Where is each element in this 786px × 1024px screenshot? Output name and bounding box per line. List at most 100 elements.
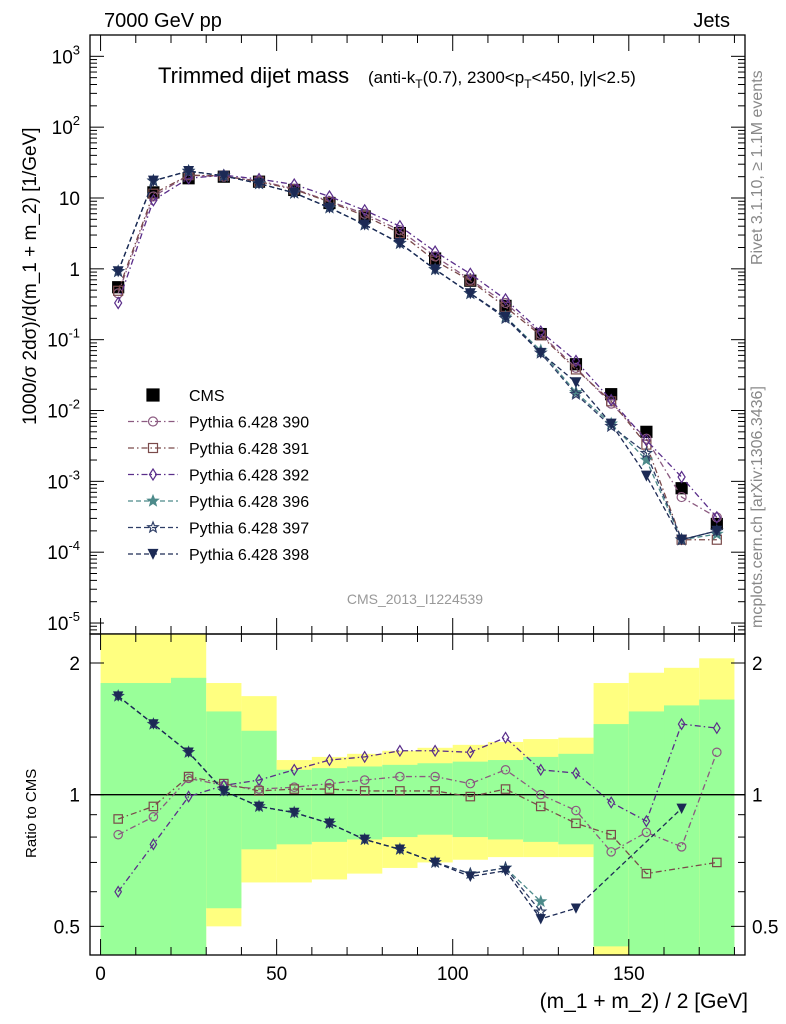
ratio-data-point [289, 807, 300, 819]
x-tick-label: 0 [95, 964, 106, 985]
ratio-data-point [429, 857, 441, 868]
uncertainty-band-green [417, 763, 453, 835]
ratio-data-point [534, 904, 548, 918]
legend-marker [146, 493, 160, 507]
ratio-series-line [117, 752, 718, 853]
main-data-point [149, 193, 158, 207]
x-tick-label: 50 [266, 964, 287, 985]
ratio-data-point [254, 786, 264, 796]
ratio-data-point [431, 744, 440, 758]
ratio-data-point [359, 786, 370, 796]
ratio-data-point [324, 818, 335, 829]
ratio-data-point [712, 721, 721, 735]
main-data-point [536, 324, 545, 339]
main-data-point [113, 285, 124, 296]
main-plot-series [111, 163, 724, 546]
main-plot-frame [89, 34, 746, 635]
ratio-data-point [324, 778, 335, 789]
ratio-data-point [395, 771, 405, 782]
main-data-point [360, 203, 369, 217]
ratio-data-point [430, 786, 440, 796]
main-data-point [183, 165, 195, 177]
legend-marker [147, 416, 159, 427]
ratio-data-point [677, 717, 686, 731]
uncertainty-band-green [100, 683, 171, 955]
legend-label: Pythia 6.428 398 [189, 547, 309, 564]
main-data-point [184, 171, 193, 185]
ratio-data-point [148, 812, 159, 822]
ratio-data-point [572, 766, 580, 780]
ratio-data-point [113, 814, 123, 824]
ratio-data-point [183, 771, 194, 782]
legend-label: Pythia 6.428 391 [189, 441, 309, 458]
uncertainty-band-green [347, 766, 383, 840]
main-data-point [569, 386, 583, 400]
ratio-data-point [255, 773, 263, 787]
ratio-y-tick-label-right: 0.5 [752, 917, 778, 938]
main-data-point [500, 311, 512, 323]
ratio-data-point [641, 827, 652, 838]
ratio-data-point [113, 829, 123, 840]
y-tick-label: 102 [52, 113, 80, 139]
main-data-point [712, 510, 722, 524]
uncertainty-band-green [628, 711, 665, 955]
ratio-data-point [148, 719, 159, 730]
ratio-data-point [395, 744, 404, 758]
main-data-point [606, 393, 616, 407]
ratio-data-point [184, 790, 193, 803]
ratio-data-point [113, 691, 124, 702]
y-tick-label: 10-5 [47, 609, 80, 635]
legend-label: CMS [189, 388, 225, 405]
main-data-point [147, 175, 159, 187]
ratio-data-point [149, 837, 158, 851]
x-tick-label: 100 [437, 964, 469, 985]
ratio-y-tick-label: 0.5 [54, 917, 80, 938]
legend-label: Pythia 6.428 392 [189, 468, 309, 485]
main-data-point [571, 354, 581, 368]
ratio-data-point [606, 847, 616, 857]
ratio-y-tick-label: 2 [69, 654, 80, 675]
main-series-line [117, 174, 718, 518]
x-axis-label: (m_1 + m_2) / 2 [GeV] [540, 990, 748, 1013]
header-right: Jets [693, 10, 730, 32]
main-data-point [676, 491, 687, 503]
main-data-point [570, 364, 582, 375]
main-data-point [501, 292, 510, 307]
uncertainty-band-green [699, 699, 735, 955]
main-data-point [112, 266, 124, 278]
main-title: Trimmed dijet mass [158, 63, 349, 88]
ratio-data-point [430, 771, 440, 782]
main-data-point [569, 358, 583, 371]
ratio-plot-area [90, 634, 745, 955]
main-data-point [640, 470, 652, 482]
legend-marker [148, 467, 158, 482]
main-data-point [465, 275, 476, 286]
ratio-series-line [117, 723, 717, 893]
main-data-point [677, 470, 686, 484]
uncertainty-band-green [170, 677, 207, 955]
legend-marker [147, 548, 159, 560]
ratio-data-point [571, 818, 581, 829]
ratio-data-point [500, 764, 511, 775]
y-tick-label: 10-2 [47, 397, 80, 423]
legend-label: Pythia 6.428 396 [189, 494, 309, 511]
legend-marker [147, 442, 159, 454]
main-data-point [639, 446, 654, 459]
ratio-data-point [676, 803, 687, 815]
ratio-data-point [712, 857, 722, 868]
ratio-data-point [114, 885, 123, 899]
ratio-data-point [325, 753, 334, 767]
main-data-point [359, 219, 371, 231]
ratio-y-tick-label: 1 [69, 786, 80, 807]
main-data-point [218, 170, 230, 182]
legend-label: Pythia 6.428 397 [189, 521, 309, 538]
y-tick-label: 10-1 [47, 326, 80, 352]
ratio-data-point [148, 801, 159, 812]
legend-label: Pythia 6.428 390 [189, 415, 309, 432]
ratio-data-point [465, 871, 476, 883]
y-tick-label: 10-3 [47, 467, 80, 493]
ratio-y-label: Ratio to CMS [23, 769, 40, 858]
main-data-point [711, 525, 723, 537]
main-data-point [323, 202, 335, 214]
